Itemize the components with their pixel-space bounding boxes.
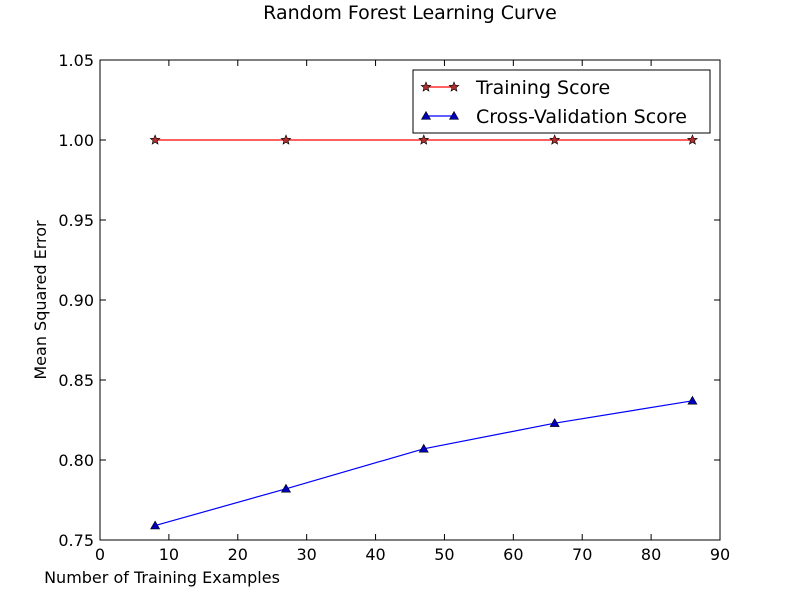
data-point-series-1	[150, 520, 161, 530]
x-tick-label: 20	[228, 545, 248, 564]
legend-marker-1	[420, 110, 432, 120]
data-point-series-1	[549, 418, 560, 427]
x-axis-title: Number of Training Examples	[44, 568, 280, 587]
x-tick-label: 90	[710, 545, 730, 564]
legend-label-1: Cross-Validation Score	[476, 106, 687, 128]
data-point-series-0	[280, 134, 292, 145]
x-tick-label: 50	[434, 545, 454, 564]
y-tick-label: 0.80	[58, 451, 94, 470]
data-point-series-0	[549, 134, 561, 145]
chart-title: Random Forest Learning Curve	[263, 2, 557, 24]
legend-box	[412, 69, 711, 134]
y-tick-label: 1.05	[58, 51, 94, 70]
x-tick-label: 30	[296, 545, 316, 564]
y-axis-title: Mean Squared Error	[31, 220, 50, 380]
x-tick-label: 70	[572, 545, 592, 564]
x-tick-label: 0	[95, 545, 105, 564]
x-tick-label: 10	[159, 545, 179, 564]
legend-marker-0	[448, 81, 460, 92]
data-point-series-0	[686, 134, 698, 145]
plot-area: 0 10 20 30 40 50 60 70 80 90 0.75 0.80 0.85 0.90 0.95 1…	[58, 51, 730, 564]
y-tick-label: 0.85	[58, 371, 94, 390]
y-tick-label: 0.75	[58, 531, 94, 550]
data-point-series-1	[280, 483, 292, 493]
legend-marker-0	[420, 81, 432, 92]
y-tick-label: 0.90	[58, 291, 94, 310]
data-point-series-0	[149, 134, 161, 145]
x-tick-label: 60	[503, 545, 523, 564]
legend-label-0: Training Score	[475, 77, 610, 99]
x-tick-label: 40	[365, 545, 385, 564]
data-point-series-1	[418, 443, 429, 453]
data-point-series-0	[418, 134, 430, 145]
legend-marker-1	[448, 110, 460, 120]
y-tick-label: 0.95	[58, 211, 94, 230]
x-tick-label: 80	[641, 545, 661, 564]
data-point-series-1	[687, 395, 698, 405]
y-tick-label: 1.00	[58, 131, 94, 150]
